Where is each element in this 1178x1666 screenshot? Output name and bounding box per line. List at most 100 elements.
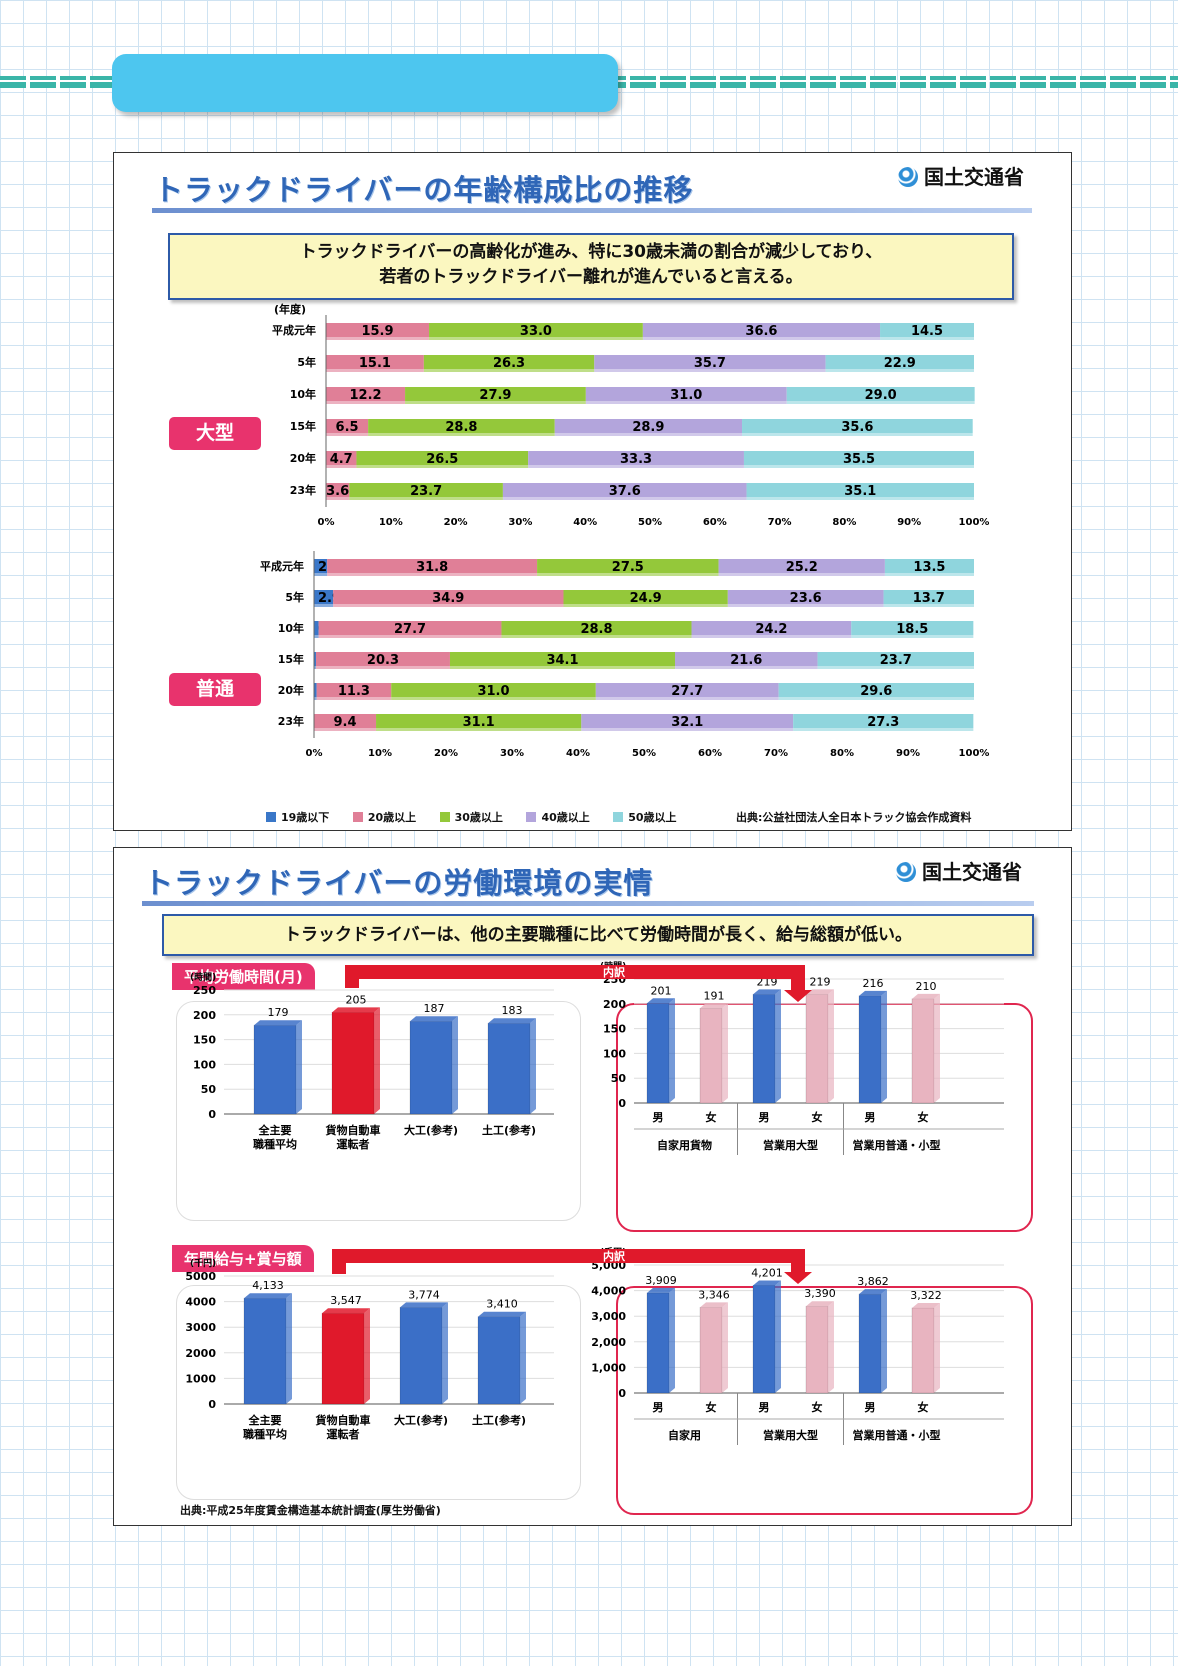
large-data-label: 15.9 [361, 324, 393, 339]
large-x-tick: 0% [318, 517, 335, 528]
normal-data-label: 24.9 [630, 591, 662, 606]
normal-segment-shade [314, 666, 316, 669]
large-segment-2 [356, 451, 529, 465]
normal-segment-4 [851, 621, 974, 635]
hours-main-bar [409, 1020, 453, 1115]
pay-breakdown-bar-side [828, 1301, 834, 1393]
hours-breakdown-bar-side [828, 989, 834, 1103]
hours-breakdown-y-tick: 150 [603, 1023, 626, 1036]
normal-data-label: 27.7 [394, 622, 426, 637]
pay-main-y-tick: 2000 [185, 1347, 216, 1360]
hours-main-category-label: 大工(参考) [404, 1123, 458, 1137]
pay-breakdown-bar-top [912, 1302, 940, 1308]
normal-segment-3 [675, 652, 818, 666]
panel1-message-line1: トラックドライバーの高齢化が進み、特に30歳未満の割合が減少しており、 [299, 242, 883, 262]
hours-breakdown-category-label: 男 [653, 1111, 664, 1124]
pay-breakdown-bar [805, 1305, 829, 1394]
pay-main-bar-side [520, 1311, 526, 1404]
pay-main-data-label: 4,133 [252, 1279, 284, 1292]
pay-breakdown-data-label: 3,390 [804, 1287, 836, 1300]
badge-normal: 普通 [169, 673, 261, 706]
large-truck-stacked-chart: 平成元年 15.9 33.0 36.6 14.5 5年 15.1 26.3 35.7 22.9 10… [260, 302, 989, 759]
normal-segment-3 [727, 590, 884, 604]
panel2-title: トラックドライバーの労働環境の実情 [144, 866, 654, 900]
normal-segment-shade [314, 728, 377, 731]
pay-breakdown-group-label: 自家用 [668, 1428, 701, 1442]
hours-main-data-label: 179 [268, 1006, 289, 1019]
pay-breakdown-group-label: 営業用大型 [763, 1428, 818, 1442]
normal-segment-4 [883, 590, 974, 604]
hours-breakdown-bar-side [775, 989, 781, 1103]
normal-segment-3 [581, 714, 794, 728]
hours-breakdown-group-label: 自家用貨物 [657, 1138, 712, 1152]
panel1-message: トラックドライバーの高齢化が進み、特に30歳未満の割合が減少しており、 若者のト… [168, 233, 1014, 300]
hours-main-bar-top [488, 1018, 536, 1024]
normal-data-label: 11.3 [338, 684, 370, 699]
normal-segment-shade [449, 666, 676, 669]
pay-breakdown-bar [752, 1285, 776, 1394]
legend-30: 30歳以上 [439, 809, 503, 825]
pay-breakdown-box [616, 1286, 1033, 1515]
normal-segment-shade [595, 697, 779, 700]
normal-data-label: 21.6 [730, 653, 762, 668]
normal-segment-2 [376, 714, 582, 728]
large-unit: (年度) [274, 302, 306, 316]
large-x-tick: 70% [768, 517, 792, 528]
normal-data-label: 27.3 [867, 715, 899, 730]
legend-50: 50歳以上 [613, 809, 677, 825]
pay-main-category-label: 職種平均 [243, 1427, 287, 1441]
pay-arrow-head [784, 1272, 812, 1284]
large-segment-shade [326, 465, 357, 468]
hours-breakdown-bar [699, 1008, 723, 1104]
normal-x-tick: 60% [698, 748, 722, 759]
normal-segment-0 [314, 683, 317, 697]
pay-breakdown-y-tick: 1,000 [591, 1361, 626, 1374]
large-segment-shade [594, 369, 826, 372]
hours-breakdown-bar-top [700, 1003, 728, 1009]
pay-breakdown-category-label: 女 [812, 1400, 823, 1414]
hours-breakdown-y-tick: 50 [611, 1072, 627, 1085]
pay-arrow [332, 1249, 805, 1274]
large-data-label: 28.8 [445, 420, 477, 435]
normal-x-tick: 50% [632, 748, 656, 759]
hours-arrow-head [784, 990, 812, 1002]
pay-breakdown-category-label: 男 [759, 1401, 770, 1414]
hours-breakdown-data-label: 201 [651, 984, 672, 997]
mlit-logo-icon [896, 862, 916, 882]
hours-main-y-tick: 100 [193, 1058, 216, 1071]
pay-main-bar [399, 1307, 443, 1405]
large-segment-shade [326, 433, 369, 436]
large-segment-shade [746, 497, 974, 500]
normal-segment-shade [314, 635, 319, 638]
normal-segment-0 [314, 559, 328, 573]
pay-main-category-label: 大工(参考) [394, 1413, 448, 1427]
large-segment-shade [429, 337, 643, 340]
legend-u19: 19歳以下 [266, 809, 329, 825]
panel1-logo: 国土交通省 [898, 161, 1024, 190]
large-segment-4 [880, 323, 974, 337]
panel2-message: トラックドライバーは、他の主要職種に比べて労働時間が長く、給与総額が低い。 [162, 914, 1034, 956]
hours-breakdown-bar-top [753, 989, 781, 995]
pay-breakdown-category-label: 女 [706, 1400, 717, 1414]
large-segment-shade [554, 433, 743, 436]
normal-x-tick: 40% [566, 748, 590, 759]
pay-breakdown-bar [646, 1292, 670, 1394]
hours-main-data-label: 183 [502, 1004, 523, 1017]
large-segment-2 [349, 483, 503, 497]
hours-main-y-tick: 50 [201, 1083, 217, 1096]
hours-main-category-label: 貨物自動車 [326, 1123, 381, 1137]
large-segment-shade [326, 401, 406, 404]
large-data-label: 4.7 [330, 452, 353, 467]
large-data-label: 27.9 [479, 388, 511, 403]
large-category-label: 5年 [297, 355, 316, 369]
normal-category-label: 平成元年 [260, 559, 304, 573]
hours-main-unit: (時間) [190, 971, 216, 983]
pay-breakdown-y-tick: 4,000 [591, 1285, 626, 1298]
normal-segment-shade [718, 573, 885, 576]
normal-segment-4 [793, 714, 974, 728]
large-segment-shade [743, 465, 974, 468]
large-segment-4 [825, 355, 974, 369]
normal-segment-3 [595, 683, 779, 697]
badge-large: 大型 [169, 417, 261, 450]
normal-segment-shade [327, 573, 538, 576]
